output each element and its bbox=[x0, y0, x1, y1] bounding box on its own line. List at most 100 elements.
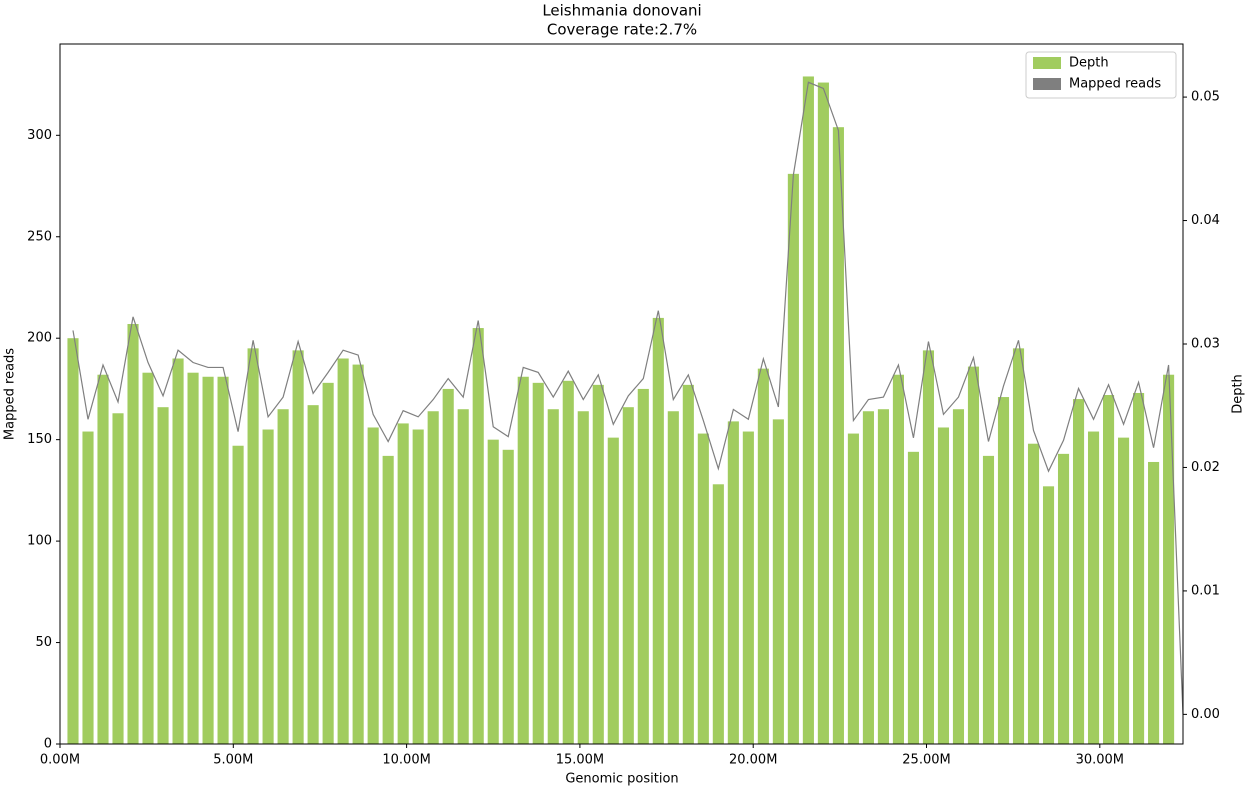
y-tick-label: 0 bbox=[44, 737, 52, 752]
legend-swatch bbox=[1033, 78, 1061, 90]
y-tick-label: 300 bbox=[27, 128, 52, 143]
y-tick-label: 200 bbox=[27, 331, 52, 346]
bar bbox=[712, 484, 724, 744]
bar bbox=[232, 445, 244, 744]
legend-box bbox=[1025, 51, 1177, 99]
bar bbox=[937, 427, 950, 744]
bar bbox=[547, 409, 559, 744]
y2-tick-label: 0.01 bbox=[1191, 583, 1220, 598]
y-tick-label: 50 bbox=[35, 635, 52, 650]
legend-label: Mapped reads bbox=[1069, 77, 1161, 92]
bar bbox=[1148, 461, 1160, 744]
bar bbox=[682, 384, 694, 744]
bar bbox=[622, 407, 634, 744]
bar bbox=[517, 376, 529, 744]
bar bbox=[907, 451, 919, 744]
bar bbox=[562, 380, 574, 744]
line bbox=[72, 81, 1184, 715]
bar bbox=[742, 431, 754, 744]
bar bbox=[1087, 431, 1100, 744]
bar bbox=[337, 358, 349, 744]
bar bbox=[667, 411, 679, 744]
bar bbox=[787, 173, 799, 744]
bar bbox=[367, 427, 379, 744]
y-tick-label: 100 bbox=[27, 534, 52, 549]
bar bbox=[112, 413, 124, 744]
bar bbox=[1133, 392, 1145, 744]
bar bbox=[832, 127, 844, 744]
bar bbox=[142, 372, 154, 744]
bar bbox=[262, 429, 274, 744]
bar bbox=[1163, 374, 1175, 744]
bar bbox=[757, 368, 769, 744]
bar bbox=[352, 364, 364, 744]
x-tick-label: 25.00M bbox=[902, 753, 950, 768]
bar bbox=[1118, 437, 1130, 744]
bar bbox=[127, 324, 139, 744]
bar bbox=[442, 388, 454, 744]
bar bbox=[1042, 486, 1055, 744]
bar bbox=[607, 437, 619, 744]
bar bbox=[217, 376, 229, 744]
bar bbox=[487, 439, 499, 744]
bar bbox=[847, 433, 859, 744]
bar bbox=[187, 372, 199, 744]
y2-tick-label: 0.00 bbox=[1191, 707, 1220, 722]
y2-tick-label: 0.04 bbox=[1191, 213, 1220, 228]
bar bbox=[772, 419, 784, 744]
bar bbox=[1102, 395, 1115, 744]
y-tick-label: 150 bbox=[27, 432, 52, 447]
bar bbox=[802, 76, 814, 745]
bar bbox=[817, 82, 829, 745]
bar bbox=[1027, 443, 1040, 744]
bar bbox=[982, 455, 995, 744]
y2-tick-label: 0.02 bbox=[1191, 460, 1220, 475]
bar bbox=[292, 350, 304, 744]
x-tick-label: 20.00M bbox=[729, 753, 777, 768]
bar bbox=[457, 409, 469, 744]
bar bbox=[397, 423, 409, 744]
bar bbox=[427, 411, 439, 744]
legend-label: Depth bbox=[1069, 56, 1109, 71]
bar bbox=[382, 455, 394, 744]
bar bbox=[637, 388, 649, 744]
bar bbox=[877, 409, 889, 744]
y-axis-label: Mapped reads bbox=[3, 348, 18, 440]
bar bbox=[952, 409, 965, 744]
bar bbox=[727, 421, 739, 744]
bar bbox=[592, 384, 604, 744]
bar bbox=[307, 405, 319, 744]
bar bbox=[277, 409, 289, 744]
bar bbox=[532, 382, 544, 744]
y2-axis-label: Depth bbox=[1231, 374, 1246, 414]
chart-subtitle: Coverage rate:2.7% bbox=[547, 21, 697, 39]
chart-title: Leishmania donovani bbox=[542, 2, 701, 20]
legend-swatch bbox=[1033, 57, 1061, 69]
bar bbox=[577, 411, 589, 744]
x-tick-label: 0.00M bbox=[40, 753, 80, 768]
bar bbox=[157, 407, 169, 744]
bar bbox=[97, 374, 109, 744]
bar bbox=[652, 317, 664, 744]
y2-tick-label: 0.05 bbox=[1191, 90, 1220, 105]
y2-tick-label: 0.03 bbox=[1191, 337, 1220, 352]
x-tick-label: 30.00M bbox=[1076, 753, 1124, 768]
bar bbox=[1012, 348, 1025, 744]
bar bbox=[697, 433, 709, 744]
bar bbox=[862, 411, 874, 744]
bar bbox=[922, 350, 935, 744]
bar bbox=[322, 382, 334, 744]
bar bbox=[1072, 399, 1085, 744]
bar bbox=[67, 338, 79, 744]
bar bbox=[82, 431, 94, 744]
bar bbox=[502, 449, 514, 744]
bar bbox=[172, 358, 184, 744]
bar bbox=[967, 366, 980, 744]
bar bbox=[247, 348, 259, 744]
bar bbox=[202, 376, 214, 744]
bar bbox=[997, 397, 1010, 744]
x-tick-label: 10.00M bbox=[382, 753, 430, 768]
plot-frame bbox=[59, 43, 1184, 745]
bar bbox=[412, 429, 424, 744]
